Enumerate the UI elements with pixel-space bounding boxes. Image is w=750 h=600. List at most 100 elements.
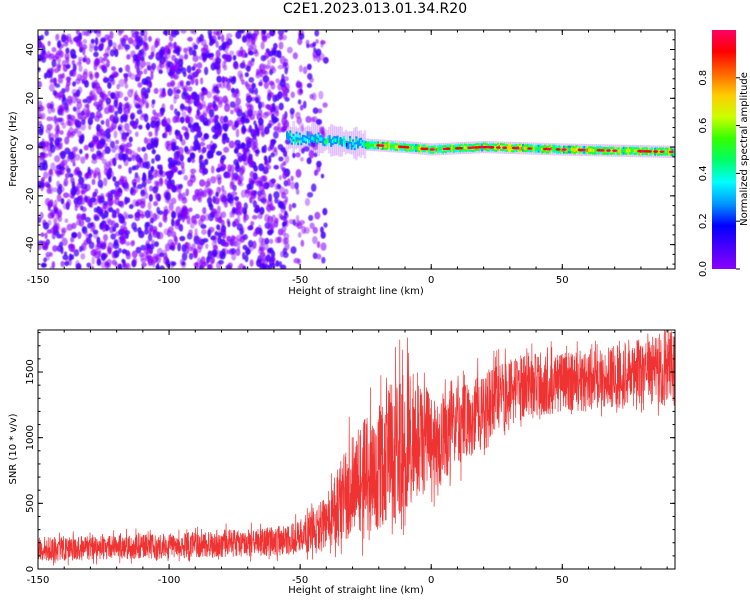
spectrogram-noise-blob [279,214,284,220]
spectrogram-noise-blob [174,129,179,135]
spectrogram-noise-blob [40,232,45,237]
spectrogram-noise-blob [234,207,239,216]
spectrogram-noise-blob [82,226,86,232]
spectrogram-ytick-label: 40 [25,43,36,56]
spectrogram-noise-blob [290,175,294,182]
spectrogram-noise-blob [136,51,142,60]
spectrogram-noise-blob [204,213,210,222]
spectrogram-noise-blob [270,82,276,90]
spectrogram-noise-blob [192,30,197,35]
spectrogram-noise-blob [51,47,57,53]
spectrogram-noise-blob [247,225,253,231]
spectrogram-noise-blob [320,226,324,234]
spectrogram-signal-peak [495,146,501,149]
spectrogram-noise-blob [237,265,241,269]
spectrogram-noise-blob [229,164,235,173]
spectrogram-noise-blob [82,107,87,116]
spectrogram-noise-blob [251,82,256,90]
spectrogram-noise-blob [321,256,326,264]
spectrogram-noise-blob [202,54,207,62]
spectrogram-signal-core [572,148,575,152]
spectrogram-noise-blob [78,65,83,73]
snr-series [38,330,675,566]
spectrogram-noise-blob [271,56,276,64]
spectrogram-noise-blob [306,191,314,198]
spectrogram-noise-blob [170,197,177,205]
spectrogram-noise-blob [303,227,310,234]
spectrogram-noise-blob [242,252,246,260]
spectrogram-noise-blob [312,226,318,234]
spectrogram-noise-blob [178,209,184,219]
spectrogram-noise-blob [201,47,205,52]
spectrogram-noise-blob [308,214,314,222]
spectrogram-noise-blob [230,247,237,255]
spectrogram-noise-blob [274,197,278,204]
spectrogram-noise-blob [96,258,102,266]
spectrogram-noise-blob [116,91,124,99]
spectrogram-signal-core [418,146,421,151]
spectrogram-noise-blob [193,262,199,268]
spectrogram-noise-blob [159,252,165,258]
spectrogram-noise-blob [181,252,188,261]
spectrogram-noise-blob [148,194,153,202]
spectrogram-signal-peak [527,147,533,150]
spectrogram-noise-blob [148,227,152,236]
spectrogram-noise-blob [254,149,260,154]
spectrogram-ytick-label: 20 [25,92,36,105]
spectrogram-noise-blob [252,110,259,116]
spectrogram-noise-blob [258,79,263,87]
spectrogram-noise-blob [230,194,235,202]
spectrogram-noise-blob [181,261,186,266]
spectrogram-signal-core [345,143,348,147]
spectrogram-noise-blob [215,57,222,65]
spectrogram-signal-core [610,149,613,153]
colorbar-tick-label: 0.4 [698,165,709,181]
spectrogram-noise-blob [286,178,291,187]
spectrogram-noise-blob [38,180,42,189]
spectrogram-noise-blob [60,197,65,205]
spectrogram-noise-blob [50,77,56,83]
spectrogram-noise-blob [242,265,247,269]
spectrogram-noise-blob [188,94,195,100]
spectrogram-noise-blob [196,131,203,138]
spectrogram-noise-blob [206,151,212,160]
spectrogram-noise-blob [258,117,264,126]
spectrogram-signal-peak [659,150,665,153]
spectrogram-noise-blob [126,263,131,269]
spectrogram-noise-blob [249,160,254,168]
spectrogram-noise-blob [167,88,173,97]
spectrogram-noise-blob [133,96,139,105]
spectrogram-xtick-label: -150 [27,275,50,286]
spectrogram-noise-blob [47,169,54,178]
spectrogram-noise-blob [291,202,297,209]
spectrogram-noise-blob [308,149,315,159]
spectrogram-noise-blob [85,153,89,159]
spectrogram-noise-blob [268,50,274,57]
spectrogram-noise-blob [243,202,248,211]
spectrogram-signal-core [366,143,369,148]
spectrogram-signal-core [518,145,521,150]
spectrogram-noise-blob [205,243,209,249]
spectrogram-noise-blob [250,221,255,227]
spectrogram-noise-blob [103,168,109,176]
spectrogram-noise-blob [166,171,172,177]
spectrogram-noise-blob [107,81,112,89]
spectrogram-noise-blob [246,183,252,191]
spectrogram-noise-blob [152,173,158,178]
spectrogram-noise-blob [263,244,269,250]
spectrogram-noise-blob [256,180,262,188]
spectrogram-noise-blob [60,150,66,160]
spectrogram-noise-blob [264,213,270,223]
spectrogram-noise-blob [267,229,273,236]
spectrogram-noise-blob [109,30,114,40]
spectrogram-noise-blob [106,172,111,180]
spectrogram-noise-blob [260,41,265,50]
spectrogram-noise-blob [135,246,142,254]
spectrogram-noise-blob [264,126,270,135]
spectrogram-noise-blob [102,149,107,155]
spectrogram-noise-blob [289,107,295,115]
spectrogram-noise-blob [92,229,99,235]
spectrogram-noise-blob [233,158,239,166]
spectrogram-noise-blob [298,32,305,40]
spectrogram-noise-blob [264,111,271,117]
